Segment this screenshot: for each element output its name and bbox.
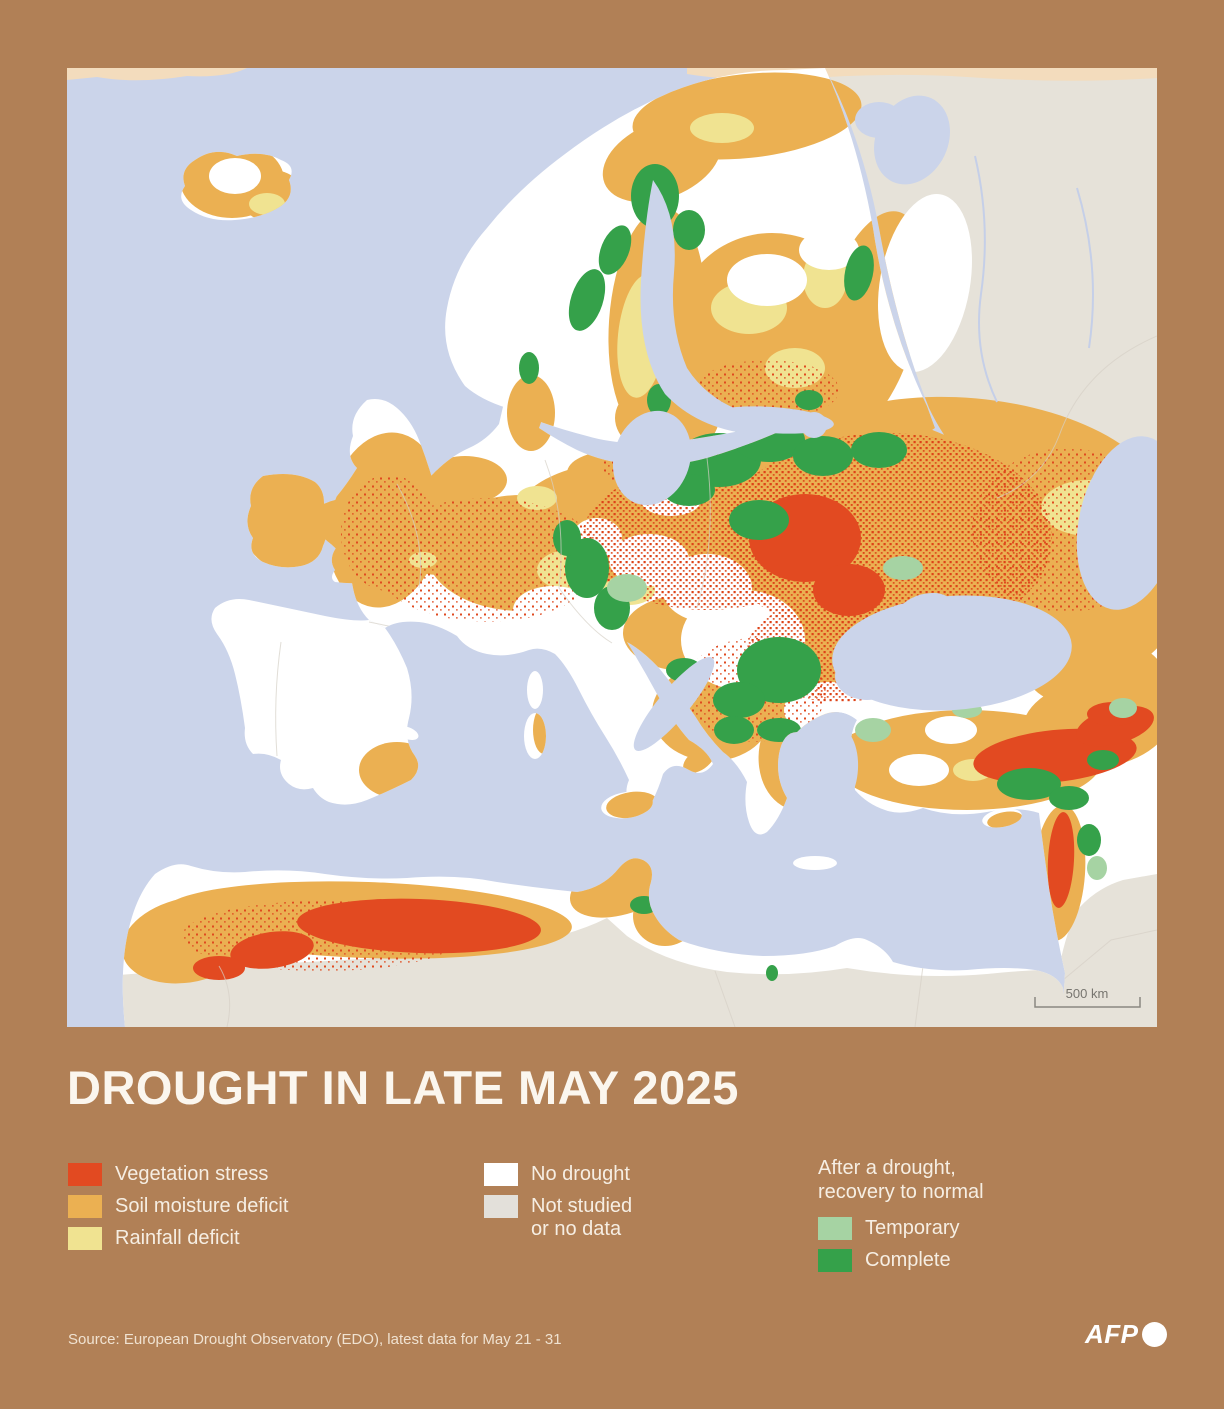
island-balearics xyxy=(395,726,419,740)
drought-overlay-layer xyxy=(122,72,1157,1027)
recovery-heading: After a drought, recovery to normal xyxy=(818,1157,984,1203)
country-borders xyxy=(218,335,1157,1027)
island-corsica xyxy=(527,671,543,709)
scale-label: 500 km xyxy=(1066,986,1109,1001)
scale-bar-line xyxy=(1034,997,1141,1008)
vegetation-stress-regions xyxy=(193,494,1154,980)
legend-coverage: No drought Not studied or no data xyxy=(484,1163,632,1250)
gulf-of-bothnia xyxy=(640,180,757,434)
soil-moisture-label: Soil moisture deficit xyxy=(115,1195,289,1217)
afp-logo-circle-icon xyxy=(1141,1322,1167,1347)
region-sahara-not-studied xyxy=(122,918,1077,1027)
recovery-temporary-swatch xyxy=(818,1217,852,1240)
legend-item-recovery-temporary: Temporary xyxy=(818,1217,984,1240)
europe-drought-map: 500 km xyxy=(67,68,1157,1027)
legend-item-no-drought: No drought xyxy=(484,1163,632,1186)
rivers xyxy=(974,155,1094,403)
recovery-complete-label: Complete xyxy=(865,1249,951,1271)
page-title: DROUGHT IN LATE MAY 2025 xyxy=(67,1061,739,1114)
legend-drought-types: Vegetation stress Soil moisture deficit … xyxy=(68,1163,288,1259)
rainfall-deficit-label: Rainfall deficit xyxy=(115,1227,240,1249)
black-sea-west xyxy=(835,652,899,700)
not-studied-swatch xyxy=(484,1195,518,1218)
soil-moisture-swatch xyxy=(68,1195,102,1218)
vegetation-stress-swatch xyxy=(68,1163,102,1186)
aegean-sea xyxy=(811,726,859,810)
legend-item-not-studied: Not studied or no data xyxy=(484,1195,632,1241)
no-drought-label: No drought xyxy=(531,1163,630,1185)
legend-recovery: After a drought, recovery to normal Temp… xyxy=(818,1156,984,1281)
legend-item-vegetation-stress: Vegetation stress xyxy=(68,1163,288,1186)
source-credit: Source: European Drought Observatory (ED… xyxy=(68,1331,562,1348)
recovery-complete-swatch xyxy=(818,1249,852,1272)
recovery-temporary-label: Temporary xyxy=(865,1217,960,1239)
inland-seas xyxy=(612,95,1157,810)
white-sea-arm xyxy=(855,102,903,138)
rainfall-deficit-swatch xyxy=(68,1227,102,1250)
legend-item-soil-moisture: Soil moisture deficit xyxy=(68,1195,288,1218)
region-arabia-not-studied xyxy=(1059,874,1157,1027)
baltic-sea xyxy=(612,410,692,506)
island-crete xyxy=(793,856,837,870)
sea-of-azov xyxy=(897,592,953,628)
not-studied-label: Not studied or no data xyxy=(531,1195,633,1240)
gulf-of-riga xyxy=(801,412,827,438)
scale-bar: 500 km xyxy=(1034,986,1141,1008)
adriatic-sea xyxy=(633,657,715,751)
recovery-temporary-regions xyxy=(607,556,1137,880)
no-drought-swatch xyxy=(484,1163,518,1186)
drought-map-svg: 500 km xyxy=(67,68,1157,1027)
afp-logo-text: AFP xyxy=(1085,1319,1139,1349)
arctic-coast-strip-left xyxy=(67,68,247,81)
vegetation-stress-label: Vegetation stress xyxy=(115,1163,269,1185)
land-iberia xyxy=(211,599,419,805)
caspian-sea xyxy=(1076,436,1157,610)
legend-item-recovery-complete: Complete xyxy=(818,1249,984,1272)
legend-item-rainfall-deficit: Rainfall deficit xyxy=(68,1227,288,1250)
afp-logo: AFP xyxy=(1085,1319,1167,1350)
